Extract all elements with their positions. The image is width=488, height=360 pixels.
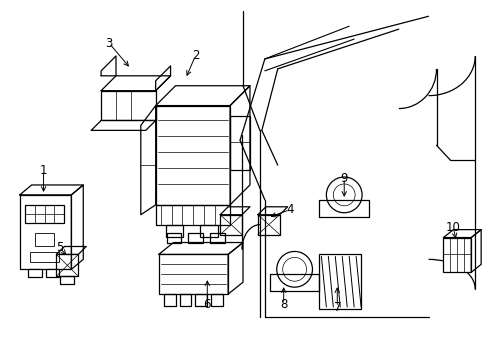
Text: 1: 1: [40, 163, 47, 176]
Text: 7: 7: [333, 301, 340, 314]
Text: 3: 3: [105, 37, 113, 50]
Bar: [28, 269, 41, 277]
Bar: [61, 276, 74, 284]
Text: 9: 9: [340, 171, 347, 185]
Bar: [443, 238, 470, 272]
Bar: [319, 255, 360, 309]
Bar: [20, 195, 71, 269]
Bar: [200, 225, 218, 237]
Text: 4: 4: [285, 203, 293, 216]
Text: 10: 10: [445, 221, 460, 234]
Text: 6: 6: [203, 297, 211, 311]
Bar: [45, 269, 60, 277]
Text: 8: 8: [280, 297, 287, 311]
Bar: [230, 116, 249, 170]
Bar: [165, 225, 183, 237]
Text: 5: 5: [56, 241, 63, 254]
Bar: [30, 252, 60, 262]
Bar: [25, 205, 64, 223]
Text: 2: 2: [191, 49, 199, 63]
Bar: [35, 233, 54, 247]
